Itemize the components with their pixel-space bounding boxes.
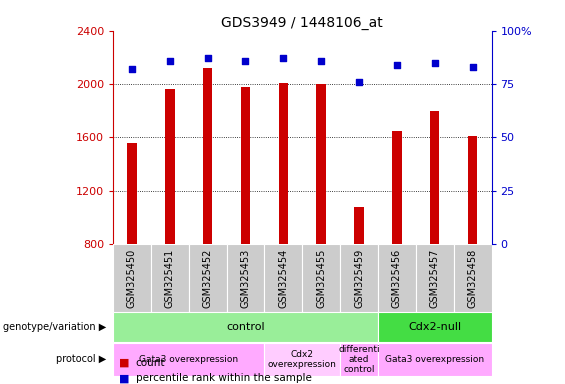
Bar xyxy=(302,244,340,312)
Text: count: count xyxy=(136,358,165,368)
Bar xyxy=(189,244,227,312)
Bar xyxy=(203,68,212,244)
Text: control: control xyxy=(226,322,265,332)
Bar xyxy=(378,343,492,376)
Text: GSM325450: GSM325450 xyxy=(127,248,137,308)
Bar xyxy=(241,87,250,244)
Bar xyxy=(392,131,402,244)
Bar xyxy=(340,343,378,376)
Point xyxy=(165,58,174,64)
Text: ■: ■ xyxy=(119,373,129,383)
Bar xyxy=(113,312,378,342)
Bar xyxy=(113,244,151,312)
Bar xyxy=(378,244,416,312)
Bar xyxy=(227,244,264,312)
Text: ■: ■ xyxy=(119,358,129,368)
Bar xyxy=(340,244,378,312)
Point xyxy=(431,60,440,66)
Bar xyxy=(416,244,454,312)
Text: GSM325458: GSM325458 xyxy=(468,248,477,308)
Point xyxy=(316,58,325,64)
Text: GSM325453: GSM325453 xyxy=(241,248,250,308)
Bar xyxy=(113,343,264,376)
Text: differenti
ated
control: differenti ated control xyxy=(338,344,380,374)
Text: percentile rank within the sample: percentile rank within the sample xyxy=(136,373,311,383)
Text: GSM325456: GSM325456 xyxy=(392,248,402,308)
Bar xyxy=(354,207,364,244)
Text: genotype/variation ▶: genotype/variation ▶ xyxy=(3,322,106,332)
Bar xyxy=(279,83,288,244)
Point xyxy=(468,64,477,70)
Text: Cdx2
overexpression: Cdx2 overexpression xyxy=(268,350,337,369)
Bar xyxy=(165,89,175,244)
Text: GSM325459: GSM325459 xyxy=(354,248,364,308)
Text: GSM325452: GSM325452 xyxy=(203,248,212,308)
Title: GDS3949 / 1448106_at: GDS3949 / 1448106_at xyxy=(221,16,383,30)
Text: GSM325457: GSM325457 xyxy=(430,248,440,308)
Bar xyxy=(468,136,477,244)
Point xyxy=(203,55,212,61)
Text: protocol ▶: protocol ▶ xyxy=(56,354,106,364)
Text: Gata3 overexpression: Gata3 overexpression xyxy=(139,355,238,364)
Text: Cdx2-null: Cdx2-null xyxy=(408,322,462,332)
Bar xyxy=(127,143,137,244)
Bar xyxy=(430,111,440,244)
Point xyxy=(392,62,401,68)
Bar xyxy=(264,244,302,312)
Text: GSM325454: GSM325454 xyxy=(279,248,288,308)
Point xyxy=(241,58,250,64)
Text: Gata3 overexpression: Gata3 overexpression xyxy=(385,355,484,364)
Bar xyxy=(378,312,492,342)
Point xyxy=(279,55,288,61)
Text: GSM325455: GSM325455 xyxy=(316,248,326,308)
Bar xyxy=(264,343,340,376)
Point xyxy=(128,66,137,72)
Bar xyxy=(151,244,189,312)
Text: GSM325451: GSM325451 xyxy=(165,248,175,308)
Bar xyxy=(316,84,326,244)
Point xyxy=(355,79,364,85)
Bar xyxy=(454,244,492,312)
